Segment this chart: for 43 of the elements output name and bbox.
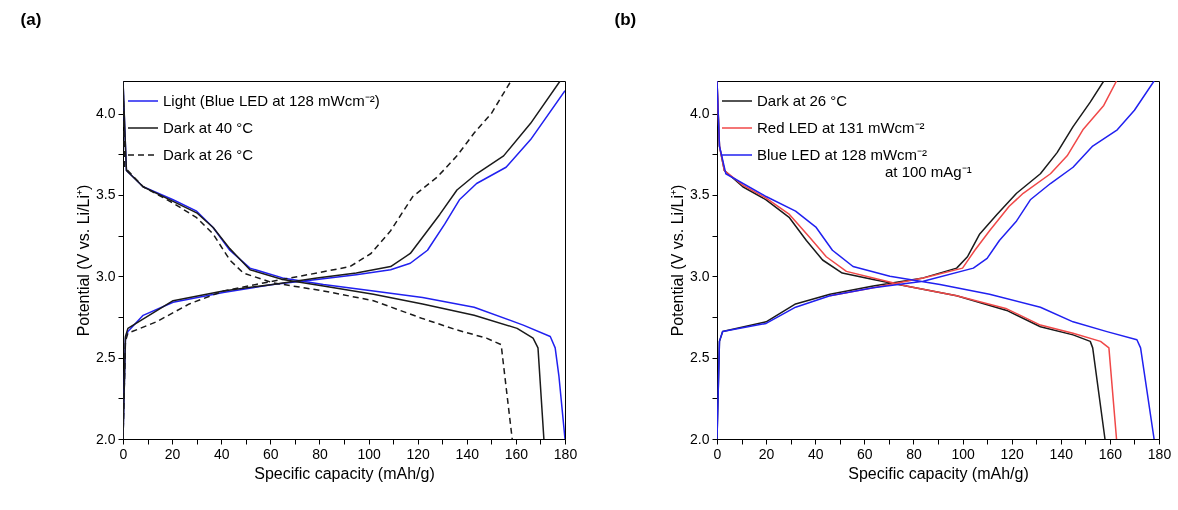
x-tick-label: 180 (553, 445, 578, 462)
y-tick-label: 2.0 (690, 430, 710, 447)
legend-label: Light (Blue LED at 128 mWcm⁻²) (163, 92, 380, 109)
x-tick-label: 160 (504, 445, 529, 462)
y-tick-label: 3.5 (690, 186, 710, 203)
x-tick-label: 0 (713, 445, 722, 462)
chart-title: (b) (614, 10, 637, 29)
y-tick-label: 3.0 (96, 267, 116, 284)
x-tick-label: 40 (213, 445, 230, 462)
legend-label: Dark at 26 °C (757, 92, 848, 109)
y-tick-label: 4.0 (690, 105, 710, 122)
legend-label: Blue LED at 128 mWcm⁻² (757, 146, 928, 163)
y-tick-label: 3.0 (690, 267, 710, 284)
x-tick-label: 20 (164, 445, 181, 462)
x-tick-label: 0 (119, 445, 128, 462)
y-tick-label: 2.0 (96, 430, 116, 447)
y-tick-label: 3.5 (96, 186, 116, 203)
chart-title: (a) (20, 10, 42, 29)
y-tick-label: 2.5 (690, 349, 710, 366)
y-axis-title: Potential (V vs. Li/Li⁺) (669, 184, 687, 337)
x-tick-label: 80 (312, 445, 328, 462)
x-tick-label: 20 (758, 445, 775, 462)
annotation: at 100 mAg⁻¹ (885, 163, 972, 180)
x-tick-label: 100 (951, 445, 975, 462)
legend-label: Dark at 40 °C (163, 119, 254, 136)
x-tick-label: 40 (807, 445, 824, 462)
legend-label: Dark at 26 °C (163, 146, 254, 163)
x-tick-label: 140 (455, 445, 480, 462)
x-axis-title: Specific capacity (mAh/g) (254, 464, 435, 482)
x-tick-label: 100 (357, 445, 381, 462)
x-tick-label: 60 (857, 445, 873, 462)
x-tick-label: 60 (263, 445, 279, 462)
x-tick-label: 160 (1098, 445, 1123, 462)
x-axis-title: Specific capacity (mAh/g) (848, 464, 1029, 482)
x-tick-label: 180 (1147, 445, 1172, 462)
y-tick-label: 4.0 (96, 105, 116, 122)
x-tick-label: 120 (406, 445, 431, 462)
legend-label: Red LED at 131 mWcm⁻² (757, 119, 925, 136)
x-tick-label: 140 (1049, 445, 1074, 462)
y-tick-label: 2.5 (96, 349, 116, 366)
x-tick-label: 80 (906, 445, 922, 462)
y-axis-title: Potential (V vs. Li/Li⁺) (75, 184, 93, 337)
x-tick-label: 120 (1000, 445, 1025, 462)
